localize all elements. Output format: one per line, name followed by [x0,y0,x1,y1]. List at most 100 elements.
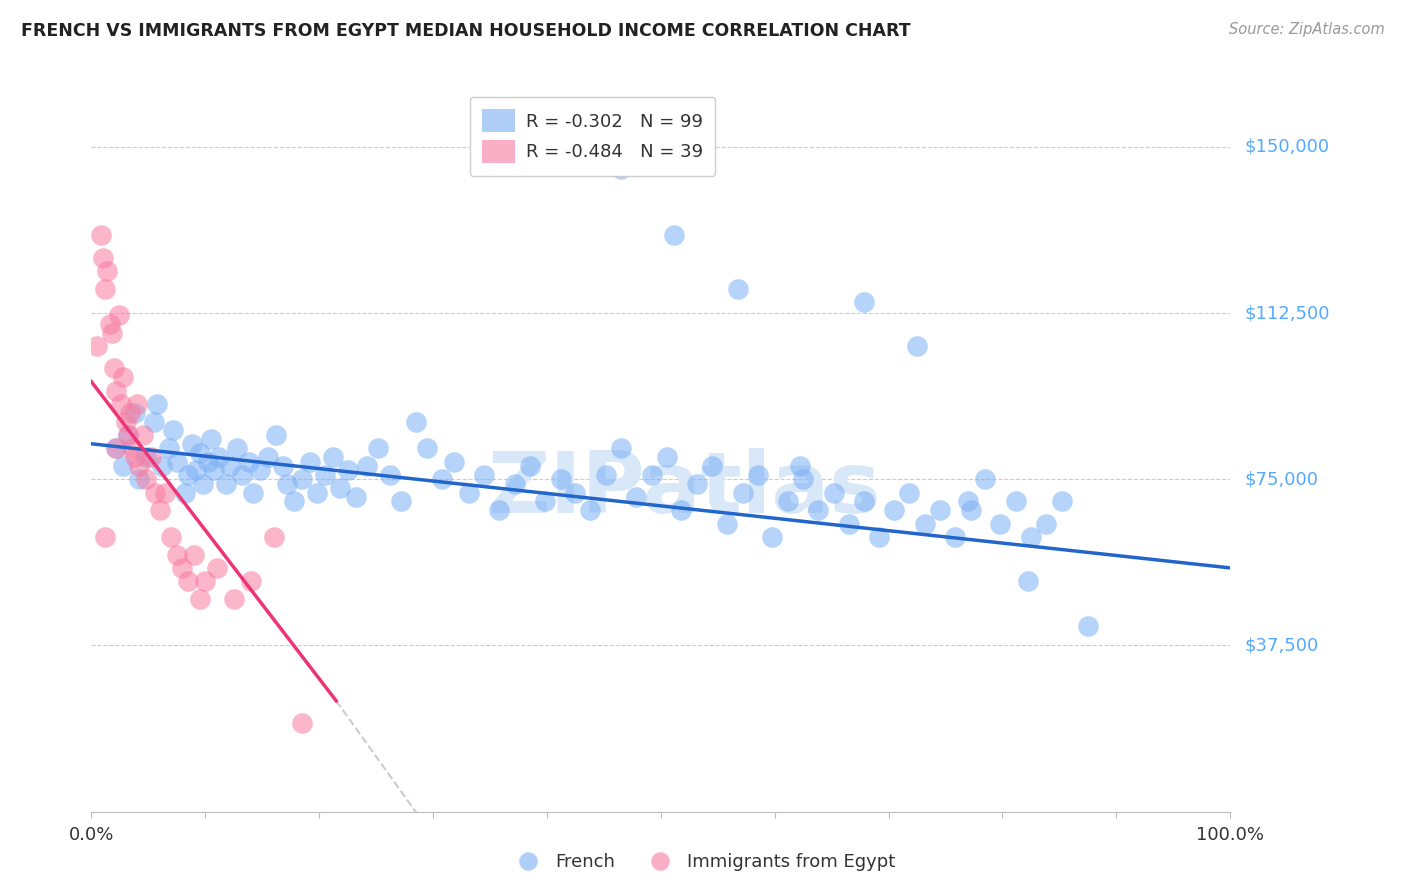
Point [761,530,783,544]
Point [177,574,200,589]
Point [957,494,980,508]
Point [114,415,136,429]
Point [988,516,1011,531]
Point [671,503,693,517]
Point [103,361,125,376]
Point [291,716,314,731]
Point [641,467,664,482]
Point [98,317,121,331]
Point [624,490,647,504]
Point [503,476,526,491]
Point [94,530,117,544]
Point [443,454,465,468]
Text: ZIPatlas: ZIPatlas [486,449,880,532]
Point [239,574,262,589]
Point [150,458,173,473]
Point [1017,574,1039,589]
Text: FRENCH VS IMMIGRANTS FROM EGYPT MEDIAN HOUSEHOLD INCOME CORRELATION CHART: FRENCH VS IMMIGRANTS FROM EGYPT MEDIAN H… [21,22,911,40]
Point [219,458,242,473]
Point [166,454,188,468]
Point [89,228,111,243]
Point [686,476,709,491]
Point [655,450,678,464]
Point [112,370,135,384]
Point [131,428,153,442]
Point [264,428,287,442]
Point [200,433,222,447]
Point [117,428,139,442]
Point [898,485,921,500]
Point [1019,530,1042,544]
Text: $75,000: $75,000 [1244,470,1319,488]
Point [155,485,177,500]
Point [727,282,749,296]
Point [94,282,117,296]
Point [105,441,128,455]
Point [458,485,481,500]
Point [823,485,845,500]
Point [120,406,142,420]
Point [257,450,280,464]
Point [610,161,633,176]
Point [305,485,328,500]
Point [883,503,905,517]
Point [121,441,143,455]
Point [1035,516,1057,531]
Point [336,463,359,477]
Point [852,494,875,508]
Point [160,530,183,544]
Point [1050,494,1073,508]
Point [107,308,129,322]
Point [238,454,260,468]
Point [664,228,686,243]
Point [271,458,294,473]
Point [205,561,228,575]
Point [173,485,195,500]
Point [110,397,132,411]
Point [135,472,157,486]
Point [329,481,352,495]
Point [322,450,344,464]
Point [149,503,172,517]
Point [191,476,214,491]
Point [747,467,769,482]
Point [202,463,225,477]
Point [928,503,950,517]
Point [249,463,271,477]
Point [807,503,830,517]
Point [595,467,617,482]
Point [162,424,184,438]
Point [472,467,495,482]
Point [96,264,118,278]
Point [135,450,157,464]
Point [139,450,162,464]
Point [405,415,427,429]
Point [314,467,336,482]
Point [226,441,249,455]
Point [112,458,135,473]
Point [242,485,264,500]
Point [186,463,208,477]
Point [869,530,891,544]
Point [183,548,205,562]
Point [533,494,555,508]
Point [356,458,378,473]
Point [299,454,322,468]
Legend: French, Immigrants from Egypt: French, Immigrants from Egypt [503,847,903,879]
Text: $150,000: $150,000 [1244,137,1329,156]
Point [105,441,128,455]
Point [128,458,150,473]
Point [1005,494,1028,508]
Point [367,441,389,455]
Point [128,472,150,486]
Point [291,472,314,486]
Point [86,339,108,353]
Point [180,437,202,451]
Point [700,458,723,473]
Text: $37,500: $37,500 [1244,637,1319,655]
Point [564,485,586,500]
Point [124,450,146,464]
Point [143,415,166,429]
Point [166,548,188,562]
Point [188,445,211,459]
